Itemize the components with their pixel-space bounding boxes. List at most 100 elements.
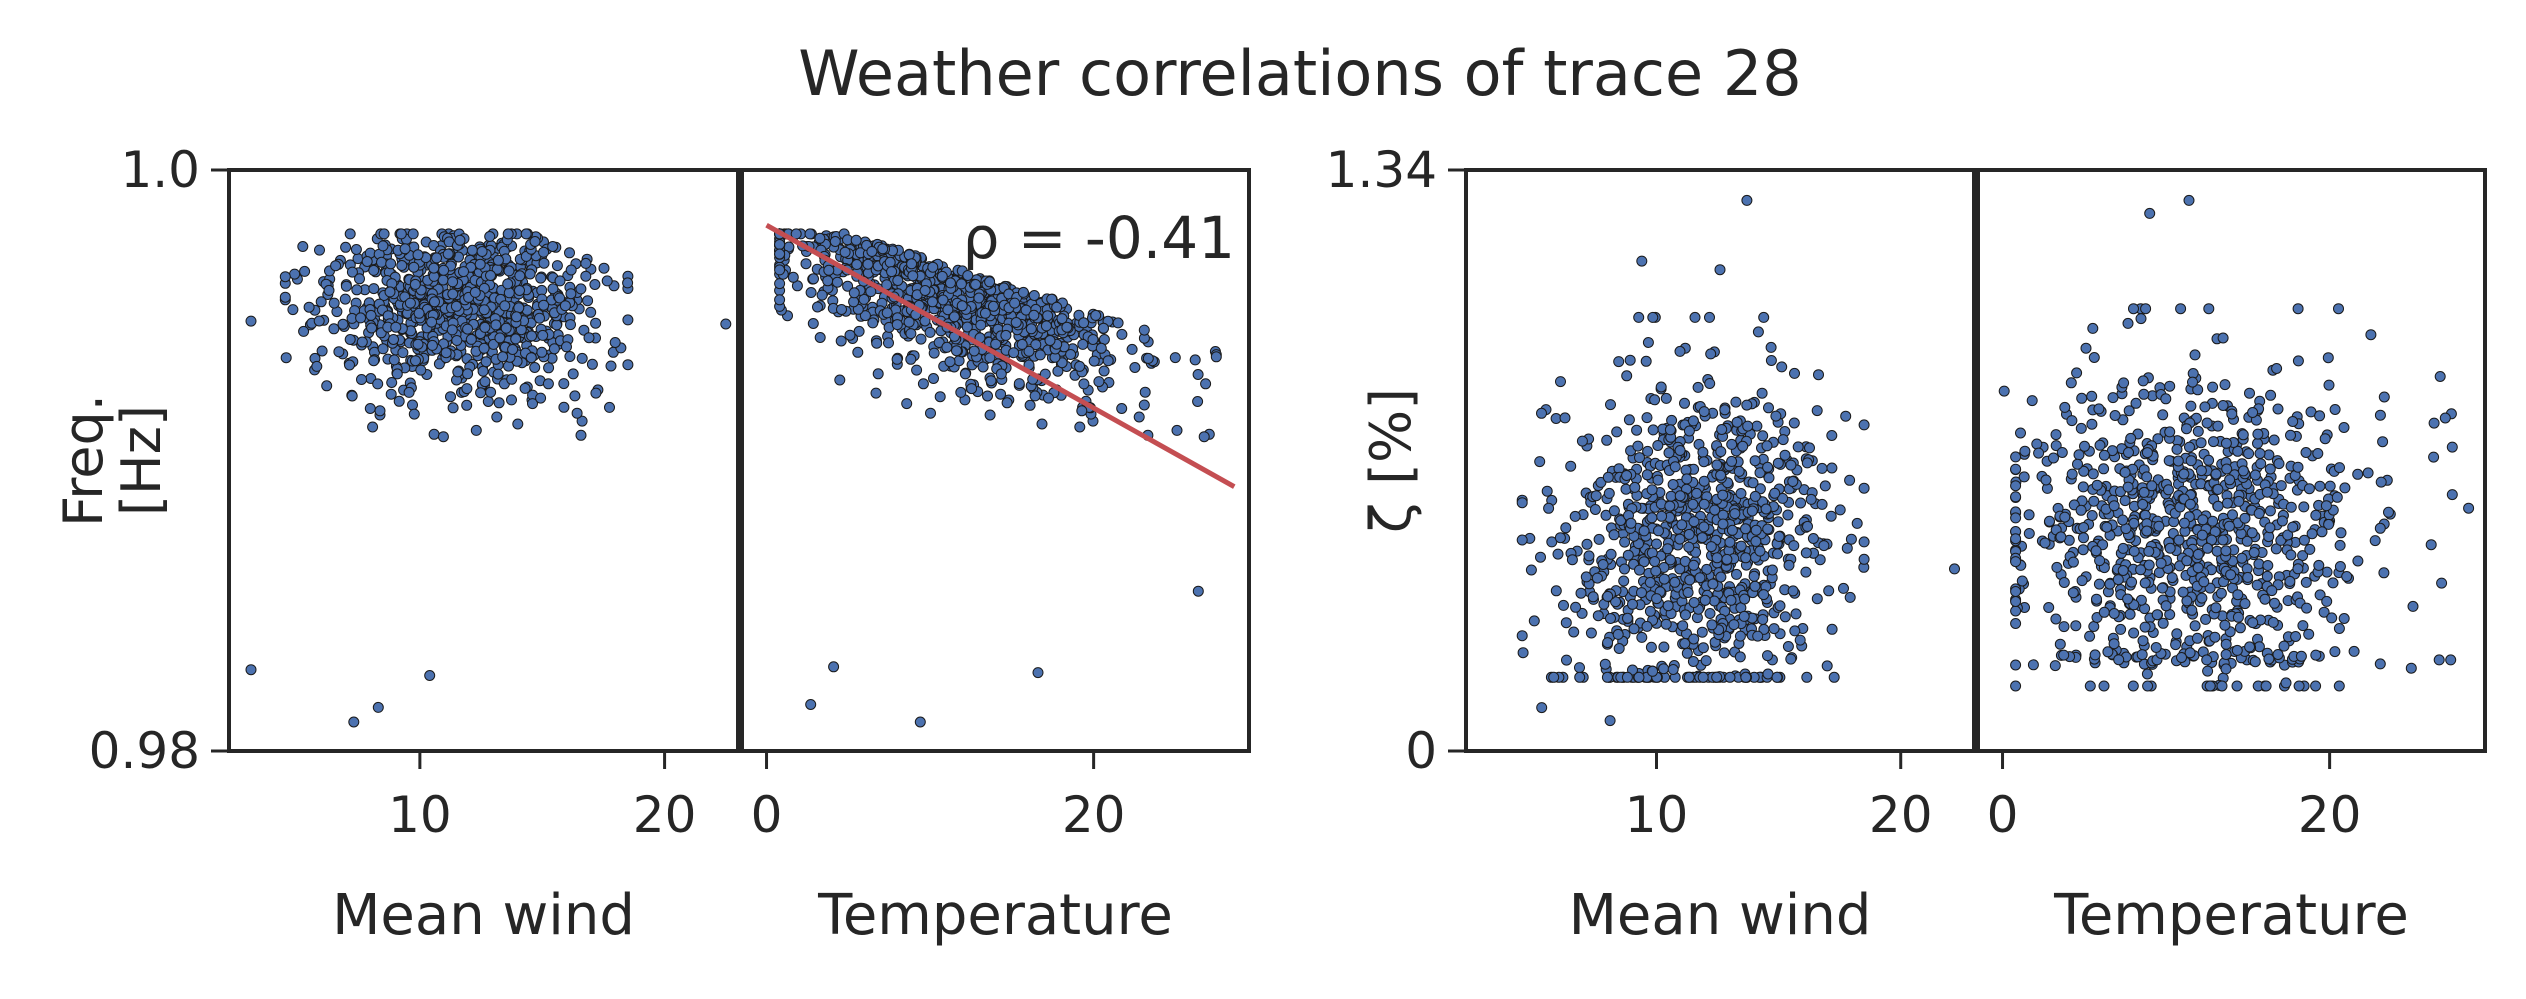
data-point xyxy=(1749,580,1761,592)
data-point xyxy=(547,241,559,252)
data-point xyxy=(1090,309,1102,321)
data-point xyxy=(1746,505,1758,517)
data-point xyxy=(1116,403,1128,414)
data-point xyxy=(1771,671,1783,683)
data-point xyxy=(1574,662,1585,674)
data-point xyxy=(2237,465,2249,477)
data-point xyxy=(2304,543,2316,555)
data-point xyxy=(512,418,524,430)
data-point xyxy=(853,325,865,337)
data-point xyxy=(2077,481,2089,493)
data-point xyxy=(2303,628,2315,640)
data-point xyxy=(1608,529,1620,541)
data-point xyxy=(800,258,812,270)
data-point xyxy=(2119,466,2131,478)
data-point xyxy=(901,398,913,410)
data-point xyxy=(388,334,399,345)
data-point xyxy=(1649,556,1661,567)
data-point xyxy=(1581,538,1593,550)
data-point xyxy=(2173,534,2185,546)
data-point xyxy=(1687,498,1699,510)
data-point xyxy=(2339,482,2351,494)
data-point xyxy=(2369,535,2381,547)
data-point xyxy=(2316,526,2328,538)
data-point xyxy=(2300,576,2312,588)
data-point xyxy=(1716,424,1728,435)
data-point xyxy=(2040,474,2052,486)
data-point xyxy=(2232,445,2244,457)
data-point xyxy=(2285,429,2296,441)
data-point xyxy=(816,289,828,301)
data-point xyxy=(2326,612,2338,624)
data-point xyxy=(1674,490,1686,502)
data-point xyxy=(2219,619,2231,631)
data-point xyxy=(2050,613,2062,625)
data-point xyxy=(1587,591,1599,603)
data-point xyxy=(808,273,819,285)
y-axis-label: ζ [%] xyxy=(1359,388,1424,533)
data-point xyxy=(2026,395,2038,407)
data-point xyxy=(1845,533,1857,545)
data-point xyxy=(323,284,335,296)
data-point xyxy=(1528,615,1540,627)
panel-freq-vs-temperature: ρ = -0.41 0 20 Temperature xyxy=(740,168,1251,948)
data-point xyxy=(352,253,364,265)
data-point xyxy=(829,236,841,247)
data-point xyxy=(2010,451,2022,463)
data-point xyxy=(2253,558,2265,570)
data-point xyxy=(979,307,991,319)
data-point xyxy=(407,399,418,411)
data-point xyxy=(526,330,538,342)
data-point xyxy=(583,332,595,344)
data-point xyxy=(859,310,871,322)
data-point xyxy=(1676,519,1688,531)
data-point xyxy=(2010,512,2022,524)
data-point xyxy=(987,300,999,312)
data-point xyxy=(1078,317,1090,329)
data-point xyxy=(567,368,579,380)
data-point xyxy=(1681,473,1693,485)
data-point xyxy=(2112,574,2124,586)
data-point xyxy=(488,338,499,350)
data-point xyxy=(1735,488,1747,499)
data-point xyxy=(2122,317,2134,329)
data-point xyxy=(968,345,980,357)
data-point xyxy=(2195,465,2207,477)
data-point xyxy=(1683,541,1695,553)
data-point xyxy=(1674,345,1686,357)
data-point xyxy=(1698,498,1710,510)
data-point xyxy=(2220,437,2232,449)
data-point xyxy=(580,270,592,282)
data-point xyxy=(1758,311,1770,323)
data-point xyxy=(2109,410,2121,421)
data-point xyxy=(1805,493,1817,505)
data-point xyxy=(1851,517,1863,529)
data-point xyxy=(2184,441,2195,453)
data-point xyxy=(774,239,786,250)
data-point xyxy=(2058,577,2070,588)
data-point xyxy=(2300,447,2312,458)
data-point xyxy=(321,380,333,392)
data-point xyxy=(465,333,477,345)
data-point xyxy=(2195,437,2207,449)
data-point xyxy=(851,259,863,270)
data-point xyxy=(316,345,328,357)
data-point xyxy=(928,373,939,384)
data-point xyxy=(2303,483,2315,495)
data-point xyxy=(2127,680,2139,692)
data-point xyxy=(2236,552,2248,564)
data-point xyxy=(1611,426,1623,438)
data-point xyxy=(1543,502,1555,514)
data-point xyxy=(1783,559,1795,571)
data-point xyxy=(445,391,456,403)
data-point xyxy=(2223,520,2235,532)
data-point xyxy=(2334,539,2346,551)
data-point xyxy=(1790,608,1802,620)
data-point xyxy=(2043,602,2055,613)
data-point xyxy=(298,325,310,337)
data-point xyxy=(429,296,440,308)
data-point xyxy=(1560,522,1572,534)
data-point xyxy=(344,228,356,240)
data-point xyxy=(1516,630,1528,642)
